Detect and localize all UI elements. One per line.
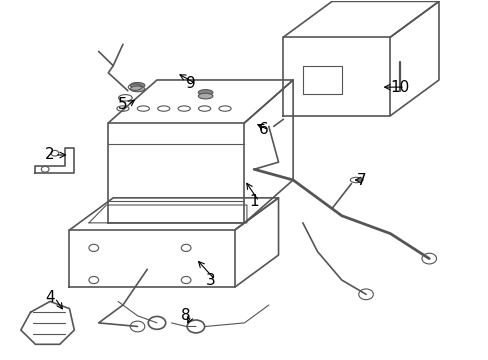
Text: 5: 5 [118, 98, 127, 112]
Ellipse shape [198, 93, 212, 99]
Ellipse shape [130, 86, 144, 92]
Ellipse shape [130, 82, 144, 88]
Text: 1: 1 [249, 194, 259, 209]
Text: 4: 4 [45, 291, 55, 305]
Text: 10: 10 [389, 80, 409, 95]
Text: 3: 3 [205, 273, 215, 288]
Text: 6: 6 [259, 122, 268, 138]
Text: 7: 7 [356, 172, 365, 188]
Ellipse shape [198, 90, 212, 95]
Text: 9: 9 [186, 76, 196, 91]
Text: 2: 2 [45, 148, 55, 162]
Text: 8: 8 [181, 308, 191, 323]
